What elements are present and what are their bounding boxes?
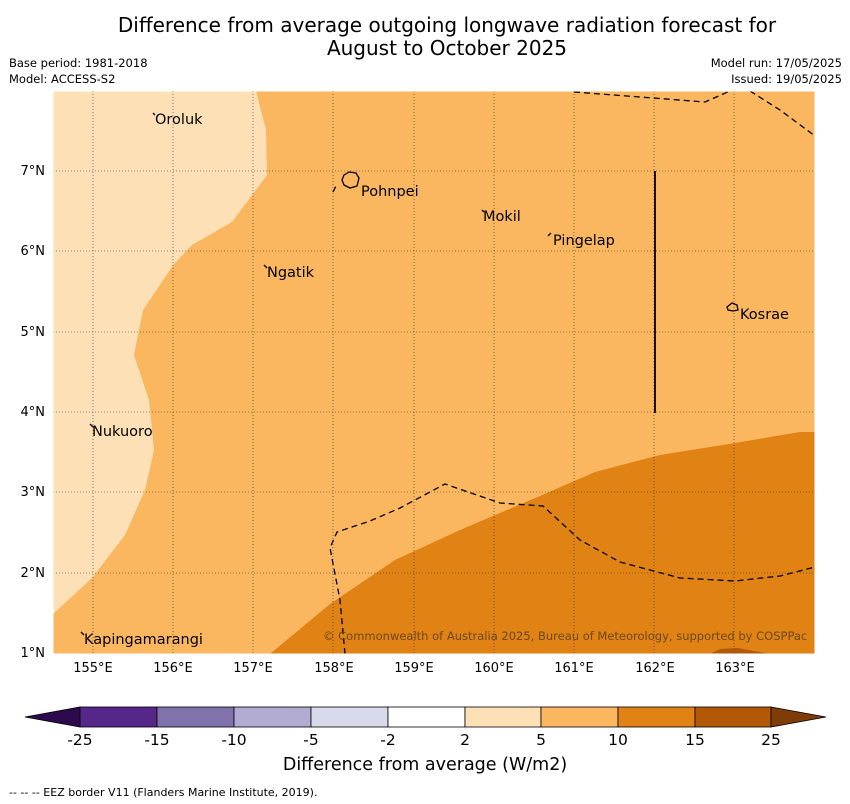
- colorbar-segment: [233, 706, 312, 728]
- place-label-mokil: Mokil: [483, 209, 521, 225]
- lat-tick-label: 1°N: [20, 646, 46, 661]
- model-info: Base period: 1981-2018 Model: ACCESS-S2: [9, 55, 148, 87]
- map-region-15-25: [710, 648, 770, 654]
- lon-tick-label: 158°E: [314, 661, 354, 676]
- colorbar-extend-low: [24, 706, 81, 728]
- nukuoro-marker-icon: [89, 423, 94, 428]
- colorbar: [24, 706, 827, 728]
- lat-tick-label: 7°N: [20, 164, 46, 179]
- eez-legend-note: -- -- -- EEZ border V11 (Flanders Marine…: [9, 786, 318, 799]
- lon-tick-label: 155°E: [73, 661, 113, 676]
- lon-tick-label: 162°E: [635, 661, 675, 676]
- kapingamarangi-marker-icon: [80, 631, 85, 636]
- map-region-10-15: [270, 432, 815, 654]
- colorbar-segment: [617, 706, 696, 728]
- pingelap-marker-icon: [547, 232, 552, 237]
- model-run: Model run: 17/05/2025: [710, 56, 842, 70]
- issued-date: Issued: 19/05/2025: [731, 72, 842, 86]
- place-label-ngatik: Ngatik: [267, 265, 315, 281]
- copyright-notice: © Commonwealth of Australia 2025, Bureau…: [323, 629, 808, 643]
- place-label-pohnpei: Pohnpei: [361, 184, 419, 200]
- ngatik-marker-icon: [263, 264, 268, 269]
- colorbar-segment: [387, 706, 466, 728]
- eez-borders: [329, 91, 815, 654]
- title-line-1: Difference from average outgoing longwav…: [117, 13, 777, 37]
- lat-tick-label: 4°N: [20, 405, 46, 420]
- grid-lines: [53, 91, 815, 654]
- lon-tick-label: 157°E: [233, 661, 273, 676]
- lon-tick-label: 161°E: [554, 661, 594, 676]
- lon-tick-label: 160°E: [474, 661, 514, 676]
- model-name: Model: ACCESS-S2: [9, 72, 116, 86]
- colorbar-tick-label: -5: [303, 731, 319, 749]
- colorbar-tick-label: -25: [67, 731, 93, 749]
- colorbar-tick-label: -2: [380, 731, 396, 749]
- colorbar-segment: [694, 706, 772, 728]
- colorbar-tick-label: 15: [685, 731, 705, 749]
- island-markers: [80, 112, 739, 636]
- colorbar-tick-label: 25: [761, 731, 781, 749]
- place-label-kapingamarangi: Kapingamarangi: [84, 632, 203, 648]
- lon-tick-label: 159°E: [394, 661, 434, 676]
- place-label-kosrae: Kosrae: [740, 307, 789, 323]
- pohnpei-island-icon: [341, 171, 360, 189]
- oroluk-marker-icon: [152, 112, 156, 116]
- colorbar-label: Difference from average (W/m2): [282, 755, 568, 775]
- colorbar-segment: [540, 706, 619, 728]
- colorbar-segment: [156, 706, 235, 728]
- map-frame: [52, 90, 816, 655]
- lat-tick-label: 5°N: [20, 325, 46, 340]
- lon-tick-label: 156°E: [153, 661, 193, 676]
- place-label-pingelap: Pingelap: [553, 233, 615, 249]
- colorbar-tick-label: -10: [221, 731, 247, 749]
- colorbar-tick-label: -15: [144, 731, 170, 749]
- colorbar-tick-label: 5: [536, 731, 546, 749]
- lat-tick-label: 3°N: [20, 485, 46, 500]
- run-info: Model run: 17/05/2025 Issued: 19/05/2025: [711, 55, 842, 87]
- mokil-marker-icon: [481, 209, 485, 213]
- colorbar-segment: [310, 706, 389, 728]
- base-period: Base period: 1981-2018: [9, 56, 148, 70]
- lon-tick-label: 163°E: [715, 661, 755, 676]
- lat-tick-label: 6°N: [20, 244, 46, 259]
- title-line-2: August to October 2025: [326, 36, 568, 60]
- kosrae-island-icon: [726, 302, 739, 312]
- place-label-oroluk: Oroluk: [155, 112, 203, 128]
- lat-tick-label: 2°N: [20, 566, 46, 581]
- colorbar-segment: [464, 706, 542, 728]
- place-label-nukuoro: Nukuoro: [92, 424, 153, 440]
- chart-title: Difference from average outgoing longwav…: [0, 14, 850, 60]
- colorbar-tick-label: 2: [460, 731, 470, 749]
- colorbar-tick-label: 10: [608, 731, 628, 749]
- colorbar-extend-high: [770, 706, 827, 728]
- colorbar-segment: [79, 706, 158, 728]
